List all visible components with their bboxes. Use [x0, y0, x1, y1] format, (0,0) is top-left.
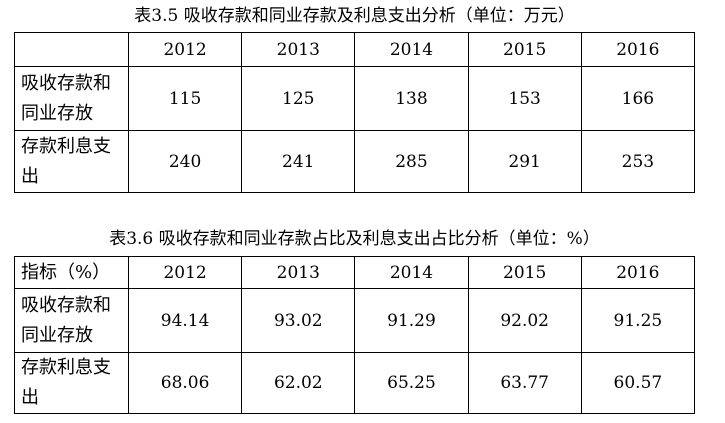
header-cell: 指标（%） [14, 256, 129, 289]
data-table: 2012 2013 2014 2015 2016 吸收存款和同业存放 115 125 138 15… [14, 32, 696, 193]
value-cell: 68.06 [127, 352, 243, 414]
value-cell: 138 [354, 66, 469, 131]
value-cell: 91.25 [580, 288, 696, 353]
header-cell: 2014 [354, 32, 469, 67]
value-cell: 91.29 [354, 288, 469, 353]
value-cell: 285 [354, 130, 469, 193]
data-table: 指标（%） 2012 2013 2014 2015 2016 吸收存款和同业存放 94.14 9… [14, 256, 696, 414]
header-cell: 2015 [467, 32, 582, 67]
table-row: 存款利息支出 68.06 62.02 65.25 63.77 60.57 [14, 352, 696, 414]
row-label: 存款利息支出 [14, 352, 129, 414]
header-cell [14, 32, 129, 67]
row-label: 吸收存款和同业存放 [14, 66, 129, 131]
value-cell: 115 [127, 66, 243, 131]
header-row: 2012 2013 2014 2015 2016 [14, 32, 696, 67]
table-row: 吸收存款和同业存放 115 125 138 153 166 [14, 66, 696, 131]
header-cell: 2013 [241, 32, 356, 67]
header-cell: 2013 [241, 256, 356, 289]
value-cell: 60.57 [580, 352, 696, 414]
value-cell: 63.77 [467, 352, 582, 414]
value-cell: 240 [127, 130, 243, 193]
value-cell: 92.02 [467, 288, 582, 353]
header-row: 指标（%） 2012 2013 2014 2015 2016 [14, 256, 696, 289]
value-cell: 241 [241, 130, 356, 193]
header-cell: 2014 [354, 256, 469, 289]
row-label: 存款利息支出 [14, 130, 129, 193]
header-cell: 2015 [467, 256, 582, 289]
value-cell: 291 [467, 130, 582, 193]
value-cell: 125 [241, 66, 356, 131]
table-caption: 表3.6 吸收存款和同业存款占比及利息支出占比分析（单位：%） [109, 229, 600, 249]
table-caption: 表3.5 吸收存款和同业存款及利息支出分析（单位：万元） [134, 6, 575, 26]
table-row: 存款利息支出 240 241 285 291 253 [14, 130, 696, 193]
value-cell: 94.14 [127, 288, 243, 353]
value-cell: 253 [580, 130, 696, 193]
value-cell: 65.25 [354, 352, 469, 414]
value-cell: 62.02 [241, 352, 356, 414]
header-cell: 2012 [127, 256, 243, 289]
value-cell: 153 [467, 66, 582, 131]
value-cell: 93.02 [241, 288, 356, 353]
table-row: 吸收存款和同业存放 94.14 93.02 91.29 92.02 91.25 [14, 288, 696, 353]
row-label: 吸收存款和同业存放 [14, 288, 129, 353]
value-cell: 166 [580, 66, 696, 131]
header-cell: 2016 [580, 256, 696, 289]
header-cell: 2012 [127, 32, 243, 67]
header-cell: 2016 [580, 32, 696, 67]
